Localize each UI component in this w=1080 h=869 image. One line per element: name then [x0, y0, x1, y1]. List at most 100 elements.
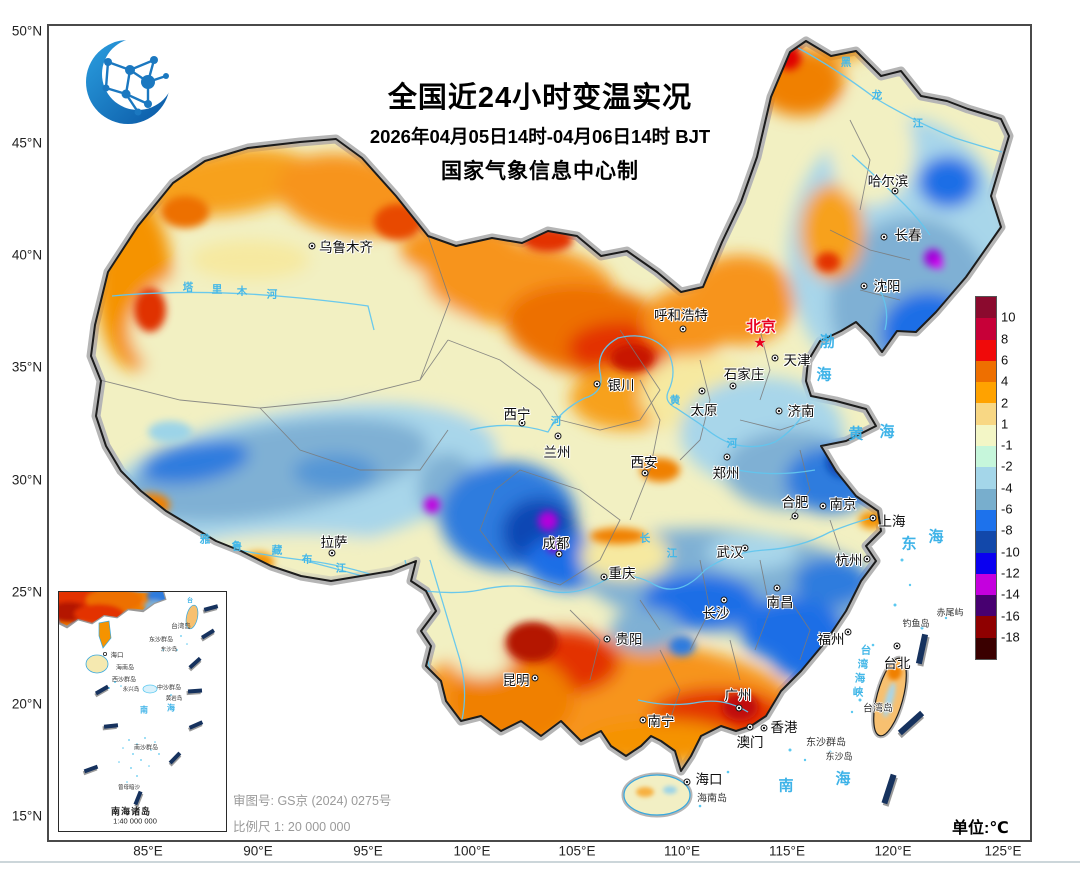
map-review-number: 审图号: GS京 (2024) 0275号: [233, 794, 392, 808]
inset-south-china-sea-map: 南海诸岛 1:40 000 000 台台湾岛 东沙群岛 东沙岛 海口 海南岛 西沙群岛 永兴…: [57, 590, 227, 832]
inset-title: 南海诸岛: [110, 806, 152, 817]
river-label: 塔: [182, 281, 194, 294]
city-label: 杭州: [835, 553, 863, 568]
city-dot-icon: [741, 544, 749, 552]
city-label: 南昌: [766, 595, 794, 610]
island-label: 钓鱼岛: [902, 618, 930, 629]
lat-tick-label: 25°N: [11, 584, 43, 600]
legend-value-label: -10: [1001, 544, 1020, 560]
city-label-capital: 北京: [745, 318, 777, 336]
sea-label: 海: [928, 528, 944, 546]
lon-tick-label: 110°E: [664, 843, 700, 859]
river-label: 藏: [271, 544, 283, 557]
inset-label: 永兴岛: [122, 687, 140, 693]
lat-tick-label: 35°N: [11, 359, 43, 375]
legend-value-label: 6: [1001, 352, 1009, 368]
city-label: 上海: [878, 514, 906, 529]
lon-tick-label: 85°E: [133, 843, 163, 859]
inset-label: 东沙群岛: [148, 637, 174, 644]
city-dot-icon: [555, 550, 563, 558]
city-dot-icon: [603, 635, 611, 643]
city-label: 沈阳: [873, 279, 901, 294]
city-label: 香港: [770, 720, 798, 735]
city-label: 成都: [542, 536, 570, 551]
legend-color-block: [976, 467, 996, 489]
city-dot-icon: [869, 514, 877, 522]
unit-label: 单位:℃: [952, 820, 1009, 837]
city-dot-icon: [554, 432, 562, 440]
city-dot-icon: [328, 549, 336, 557]
island-label: 台湾岛: [863, 703, 893, 715]
city-dot-icon: [600, 573, 608, 581]
legend-color-block: [976, 488, 996, 510]
city-dot-icon: [860, 282, 868, 290]
city-label: 南京: [829, 497, 857, 512]
capital-star-icon: ★: [753, 334, 767, 352]
river-label: 鲁: [231, 540, 243, 553]
city-label: 昆明: [502, 673, 530, 688]
legend-value-label: -8: [1001, 522, 1013, 538]
inset-label: 海: [167, 703, 175, 713]
sea-label: 海: [879, 423, 895, 441]
inset-label: 海口: [110, 652, 124, 659]
inset-label: 台: [186, 598, 194, 605]
city-dot-icon: [880, 233, 888, 241]
river-label: 河: [550, 415, 562, 428]
city-label: 广州: [724, 688, 752, 703]
city-dot-icon: [641, 469, 649, 477]
city-label: 贵阳: [615, 632, 643, 647]
inset-label: 南: [140, 705, 148, 715]
city-dot-icon: [746, 723, 754, 731]
city-label: 福州: [817, 632, 845, 647]
city-dot-icon: [531, 674, 539, 682]
island-label: 东沙岛: [825, 751, 853, 762]
legend-color-block: [976, 509, 996, 532]
legend-color-block: [976, 446, 996, 468]
lat-tick-label: 20°N: [11, 696, 43, 712]
legend-color-block: [976, 531, 996, 553]
legend-value-label: -16: [1001, 608, 1020, 623]
city-label: 济南: [787, 404, 815, 419]
legend-color-block: [976, 573, 996, 596]
city-label: 太原: [690, 403, 718, 418]
bottom-divider: [0, 861, 1080, 863]
city-label: 兰州: [543, 445, 571, 460]
river-label: 长: [639, 532, 651, 545]
sea-label: 黄: [848, 425, 864, 443]
lon-tick-label: 120°E: [874, 843, 912, 859]
lat-tick-label: 30°N: [11, 472, 43, 488]
inset-label: 东沙岛: [160, 647, 178, 653]
city-dot-icon: [683, 778, 691, 786]
lon-tick-label: 125°E: [984, 843, 1022, 859]
map-title: 全国近24小时变温实况: [387, 82, 693, 114]
inset-label: 海南岛: [115, 665, 135, 672]
legend-value-label: 2: [1001, 395, 1009, 410]
legend-value-label: 4: [1001, 373, 1009, 389]
legend-color-block: [976, 339, 996, 361]
river-label: 黄: [669, 394, 681, 407]
lon-tick-label: 105°E: [558, 843, 596, 859]
city-dot-icon: [698, 387, 706, 395]
lon-tick-label: 90°E: [243, 843, 273, 859]
river-label: 台: [860, 644, 872, 657]
legend-color-block: [976, 616, 996, 638]
city-dot-icon: [891, 187, 899, 195]
map-scale-note: 比例尺 1: 20 000 000: [233, 820, 351, 834]
city-dot-icon: [729, 382, 737, 390]
legend-value-label: 1: [1001, 416, 1009, 432]
city-dot-icon: [760, 724, 768, 732]
city-dot-icon: [308, 242, 316, 250]
city-label: 重庆: [608, 566, 636, 581]
river-label: 江: [666, 547, 678, 560]
legend-value-label: -1: [1001, 437, 1013, 453]
legend-color-block: [976, 637, 996, 660]
inset-label: 黄岩岛: [165, 696, 183, 702]
legend-value-label: 10: [1001, 309, 1016, 325]
river-label: 湾: [857, 658, 869, 671]
legend-value-label: -14: [1001, 586, 1020, 602]
river-label: 江: [335, 562, 347, 575]
city-dot-icon: [863, 555, 871, 563]
city-label: 乌鲁木齐: [319, 240, 373, 255]
city-label: 天津: [783, 353, 811, 368]
river-label: 河: [726, 437, 738, 450]
